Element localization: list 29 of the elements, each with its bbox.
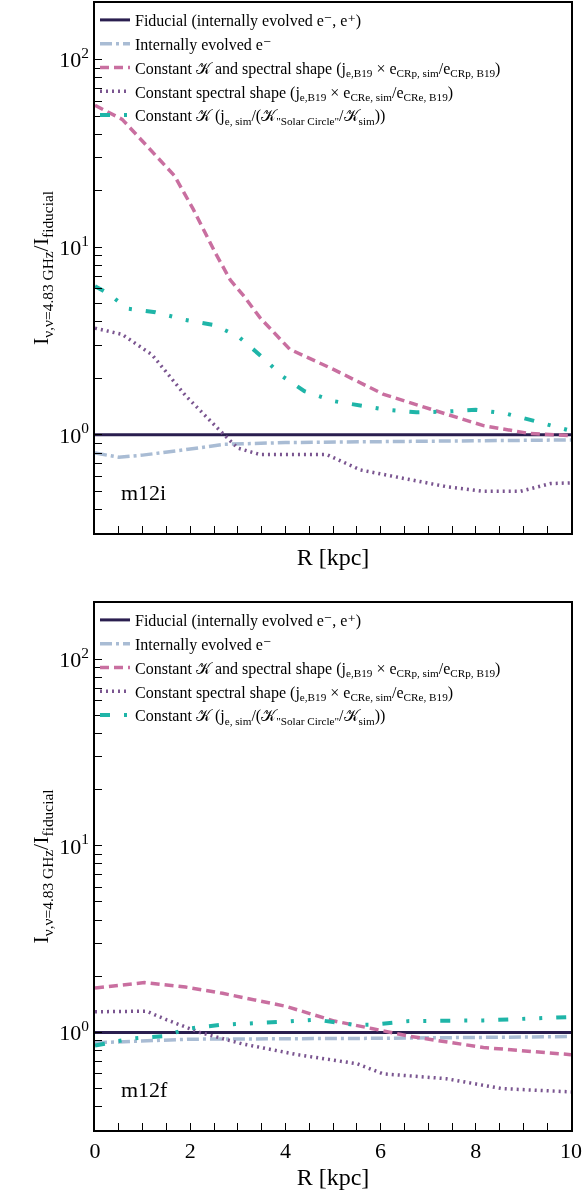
- x-tick-label: 10: [560, 1138, 582, 1164]
- x-tick-label: 2: [184, 1138, 196, 1164]
- legend-label: Fiducial (internally evolved e⁻, e⁺): [135, 12, 362, 31]
- legend-label: Internally evolved e⁻: [135, 635, 272, 654]
- legend-label: Constant 𝒦 (j$_{e, sim}$/(𝒦$_{"Solar Circle"}$/𝒦$_{sim}$)): [135, 707, 386, 727]
- legend-label: Constant spectral shape (j$_{e,B19}$ × e$_{CRe, sim}$/e$_{CRe, B19}$): [135, 83, 454, 103]
- legend-label: Constant 𝒦 and spectral shape (j$_{e,B19}$ × e$_{CRp, sim}$/e$_{CRp, B19}$): [135, 59, 501, 80]
- y-tick-label: 10$^{2}$: [59, 643, 89, 672]
- x-tick-label: 8: [470, 1138, 482, 1164]
- legend-label: Constant spectral shape (j$_{e,B19}$ × e$_{CRe, sim}$/e$_{CRe, B19}$): [135, 683, 454, 703]
- legend-label: Constant 𝒦 and spectral shape (j$_{e,B19}$ × e$_{CRp, sim}$/e$_{CRp, B19}$): [135, 659, 501, 680]
- x-axis-title: R [kpc]: [296, 543, 370, 570]
- line-series: [95, 438, 571, 459]
- y-tick-label: 10$^{0}$: [59, 419, 90, 448]
- x-tick-label: 4: [279, 1138, 291, 1164]
- y-tick-label: 10$^{1}$: [59, 830, 89, 859]
- x-tick-label: 6: [375, 1138, 387, 1164]
- x-tick-label: 0: [89, 1138, 101, 1164]
- annotation: m12i: [121, 480, 167, 505]
- y-tick-label: 10$^{2}$: [59, 43, 89, 73]
- line-series: [95, 103, 571, 438]
- legend-label: Internally evolved e⁻: [135, 35, 272, 54]
- legend-label: Fiducial (internally evolved e⁻, e⁺): [135, 612, 362, 631]
- annotation: m12f: [121, 1077, 169, 1102]
- line-series: [95, 980, 571, 1057]
- legend-label: Constant 𝒦 (j$_{e, sim}$/(𝒦$_{"Solar Circle"}$/𝒦$_{sim}$)): [135, 107, 386, 127]
- x-axis-title: R [kpc]: [296, 1163, 370, 1190]
- y-tick-label: 10$^{0}$: [59, 1016, 90, 1046]
- y-tick-label: 10$^{1}$: [59, 231, 89, 260]
